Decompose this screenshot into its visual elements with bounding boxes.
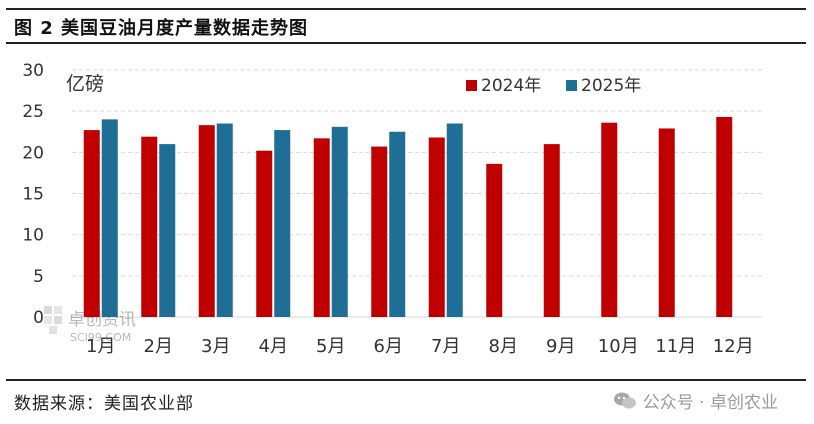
bar-2025-3	[216, 123, 233, 318]
y-tick-label: 20	[22, 143, 44, 163]
brand-credit: 公众号 · 卓创农业	[613, 388, 778, 413]
y-axis-unit-label: 亿磅	[66, 73, 104, 95]
bar-2024-6	[371, 146, 388, 317]
y-tick-label: 5	[33, 267, 44, 287]
bar-2024-2	[141, 136, 158, 317]
legend-label: 2025年	[581, 76, 641, 96]
bar-2024-3	[198, 125, 215, 317]
legend-swatch	[566, 80, 577, 91]
y-tick-label: 15	[22, 185, 44, 205]
watermark-subtext: SCI99.COM	[70, 331, 131, 344]
bar-2024-1	[83, 130, 100, 317]
bar-2024-10	[601, 122, 618, 318]
bar-2024-9	[543, 144, 560, 317]
x-tick-label: 8月	[489, 336, 518, 357]
x-tick-label: 2月	[144, 336, 173, 357]
gridlines	[72, 69, 762, 318]
x-tick-label: 10月	[598, 336, 639, 357]
y-tick-label: 25	[22, 102, 44, 122]
top-rule	[6, 8, 806, 10]
legend-swatch	[466, 80, 477, 91]
bar-2024-5	[313, 138, 330, 317]
bar-2024-12	[716, 116, 733, 318]
bar-2025-1	[101, 119, 118, 318]
data-source: 数据来源：美国农业部	[14, 394, 194, 414]
bar-2024-11	[658, 128, 675, 317]
bar-2025-5	[331, 126, 348, 317]
bar-2025-6	[389, 131, 406, 317]
y-tick-label: 30	[22, 61, 44, 81]
chart-title: 图 2 美国豆油月度产量数据走势图	[14, 18, 309, 39]
x-tick-label: 6月	[374, 336, 403, 357]
bar-2025-7	[446, 123, 463, 318]
y-tick-label: 10	[22, 226, 44, 246]
x-tick-label: 3月	[201, 336, 230, 357]
bar-2024-7	[428, 137, 445, 317]
x-tick-label: 12月	[713, 336, 754, 357]
x-tick-label: 1月	[86, 336, 115, 357]
brand-label: 公众号 · 卓创农业	[642, 393, 778, 413]
legend-label: 2024年	[481, 76, 541, 96]
bars	[83, 116, 733, 318]
bar-2025-2	[159, 144, 176, 317]
x-tick-label: 4月	[259, 336, 288, 357]
footer-rule	[6, 379, 806, 381]
y-tick-labels: 0 5 10 15 20 25 30	[22, 61, 44, 328]
title-underline	[6, 42, 806, 44]
bar-2025-4	[274, 130, 291, 317]
x-tick-label: 11月	[655, 336, 696, 357]
bar-2024-4	[256, 150, 273, 317]
x-tick-label: 9月	[546, 336, 575, 357]
y-tick-label: 0	[33, 308, 44, 328]
x-tick-label: 5月	[316, 336, 345, 357]
bar-2024-8	[486, 163, 503, 317]
x-tick-label: 7月	[431, 336, 460, 357]
legend: 2024年 2025年	[466, 76, 641, 96]
wechat-icon	[613, 392, 636, 408]
x-tick-labels: 1月 2月 3月 4月 5月 6月 7月 8月 9月 10月 11月 12月	[86, 336, 754, 357]
